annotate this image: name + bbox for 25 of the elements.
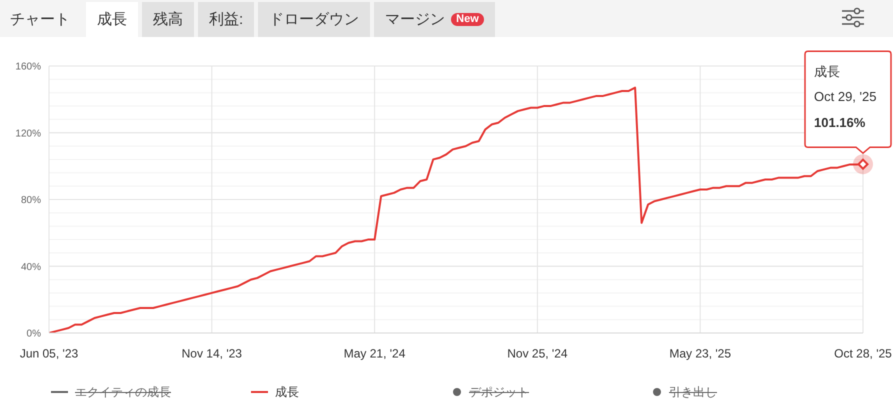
x-tick-label: May 21, '24: [344, 346, 406, 361]
legend-label: 成長: [275, 384, 299, 400]
legend-label: 引き出し: [669, 384, 717, 400]
annotation: Oct 29, '25: [814, 89, 876, 104]
annotation: 101.16%: [814, 115, 866, 130]
x-tick-label: Oct 28, '25: [834, 346, 892, 361]
tab: 残高: [142, 2, 194, 37]
y-tick-label: 160%: [15, 62, 42, 73]
legend-label: デポジット: [469, 384, 529, 400]
x-tick-label: Nov 25, '24: [507, 346, 568, 361]
badge: New: [451, 13, 484, 26]
chart-title: チャート: [10, 11, 70, 28]
tab: 利益:: [198, 2, 254, 37]
y-tick-label: 0%: [26, 328, 42, 340]
y-tick-label: 120%: [15, 128, 42, 140]
text: 成長: [814, 64, 840, 80]
tab: ドローダウン: [258, 2, 370, 37]
y-tick-label: 40%: [20, 262, 42, 273]
x-tick-label: Jun 05, '23: [20, 346, 78, 361]
tab: 成長: [86, 2, 138, 37]
x-tick-label: Nov 14, '23: [182, 346, 242, 361]
legend-label: エクイティの成長: [75, 384, 171, 400]
tab: マージン New: [374, 2, 495, 37]
x-tick-label: May 23, '25: [669, 346, 732, 361]
y-tick-label: 80%: [20, 195, 42, 206]
